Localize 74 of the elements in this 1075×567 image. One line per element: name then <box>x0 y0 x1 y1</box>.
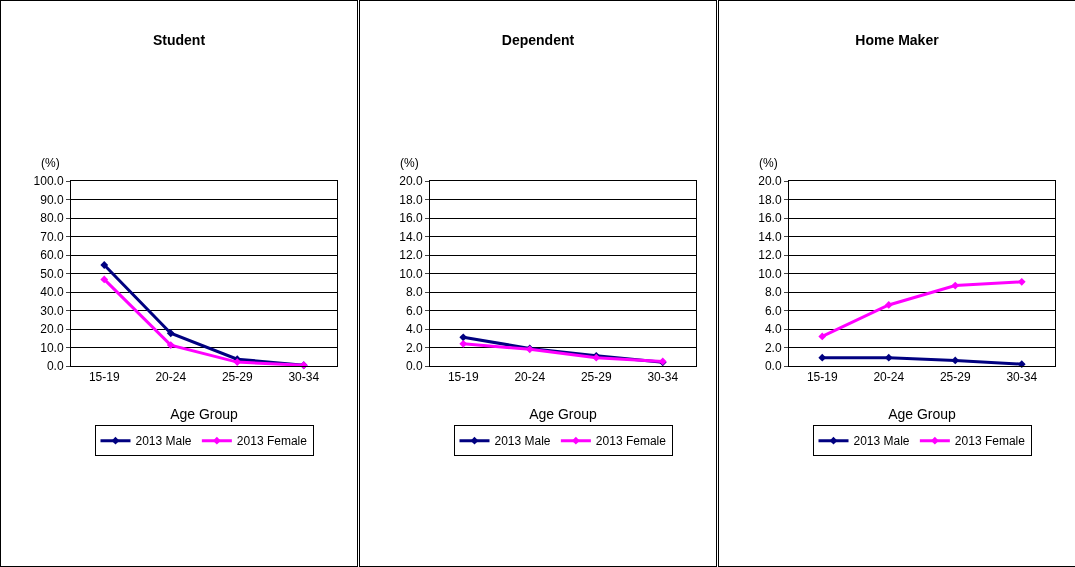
x-tick-label: 30-34 <box>288 370 320 385</box>
chart-title: Dependent <box>501 31 575 48</box>
x-tick-label: 20-24 <box>514 370 546 385</box>
x-tick-label: 20-24 <box>873 370 905 385</box>
point <box>1017 360 1026 369</box>
y-tick-label: 10.0 <box>758 266 782 281</box>
point <box>884 301 893 309</box>
y-tick-label: 90.0 <box>40 192 64 207</box>
x-tick-label: 15-19 <box>447 370 479 385</box>
x-axis-title: Age Group <box>170 405 239 422</box>
x-tick-label: 15-19 <box>88 370 120 385</box>
chart-title: Home Maker <box>855 31 940 48</box>
x-tick-label: 25-29 <box>580 370 612 385</box>
y-tick-label: 12.0 <box>758 248 782 263</box>
x-tick-label: 30-34 <box>647 370 679 385</box>
point <box>100 261 109 269</box>
y-tick-label: 2.0 <box>764 340 782 355</box>
y-tick-label: 60.0 <box>40 248 64 263</box>
y-tick-label: 8.0 <box>405 285 423 300</box>
y-tick-label: 2.0 <box>405 340 423 355</box>
legend-label: 2013 Female <box>236 434 308 449</box>
y-axis-title: (%) <box>400 156 419 170</box>
y-tick-label: 6.0 <box>764 303 782 318</box>
y-tick-label: 0.0 <box>46 359 64 374</box>
y-tick-label: 40.0 <box>40 285 64 300</box>
y-tick-label: 4.0 <box>405 322 423 337</box>
x-tick-label: 20-24 <box>155 370 187 385</box>
legend-label: 2013 Male <box>853 434 910 449</box>
y-tick-label: 20.0 <box>758 174 782 189</box>
point <box>459 339 468 348</box>
x-tick-label: 15-19 <box>806 370 838 385</box>
chart-title: Student <box>152 31 206 48</box>
point <box>818 332 827 341</box>
point <box>951 281 960 290</box>
x-tick-label: 25-29 <box>221 370 253 385</box>
x-axis-title: Age Group <box>529 405 598 422</box>
y-tick-label: 20.0 <box>399 174 423 189</box>
y-tick-label: 0.0 <box>764 359 782 374</box>
y-tick-label: 16.0 <box>399 211 423 226</box>
legend-label: 2013 Female <box>954 434 1026 449</box>
point <box>100 275 109 284</box>
y-tick-label: 18.0 <box>758 192 782 207</box>
y-tick-label: 12.0 <box>399 248 423 263</box>
y-tick-label: 10.0 <box>399 266 423 281</box>
point <box>951 356 960 365</box>
x-axis-title: Age Group <box>888 405 957 422</box>
y-tick-label: 4.0 <box>764 322 782 337</box>
y-tick-label: 14.0 <box>758 229 782 244</box>
y-tick-label: 18.0 <box>399 192 423 207</box>
y-tick-label: 70.0 <box>40 229 64 244</box>
y-tick-label: 50.0 <box>40 266 64 281</box>
y-axis-title: (%) <box>41 156 60 170</box>
point <box>166 329 175 338</box>
point <box>459 333 468 342</box>
y-tick-label: 20.0 <box>40 322 64 337</box>
y-tick-label: 10.0 <box>40 340 64 355</box>
legend-label: 2013 Male <box>135 434 192 449</box>
point <box>818 353 827 362</box>
y-tick-label: 0.0 <box>405 359 423 374</box>
point <box>1017 277 1026 286</box>
y-tick-label: 30.0 <box>40 303 64 318</box>
legend-label: 2013 Female <box>595 434 667 449</box>
y-tick-label: 16.0 <box>758 211 782 226</box>
x-tick-label: 25-29 <box>939 370 971 385</box>
y-tick-label: 6.0 <box>405 303 423 318</box>
x-tick-label: 30-34 <box>1006 370 1038 385</box>
y-tick-label: 80.0 <box>40 211 64 226</box>
y-axis-title: (%) <box>759 156 778 170</box>
point <box>884 353 893 362</box>
y-tick-label: 14.0 <box>399 229 423 244</box>
legend-label: 2013 Male <box>494 434 551 449</box>
y-tick-label: 8.0 <box>764 285 782 300</box>
y-tick-label: 100.0 <box>33 174 64 189</box>
point <box>166 341 175 349</box>
